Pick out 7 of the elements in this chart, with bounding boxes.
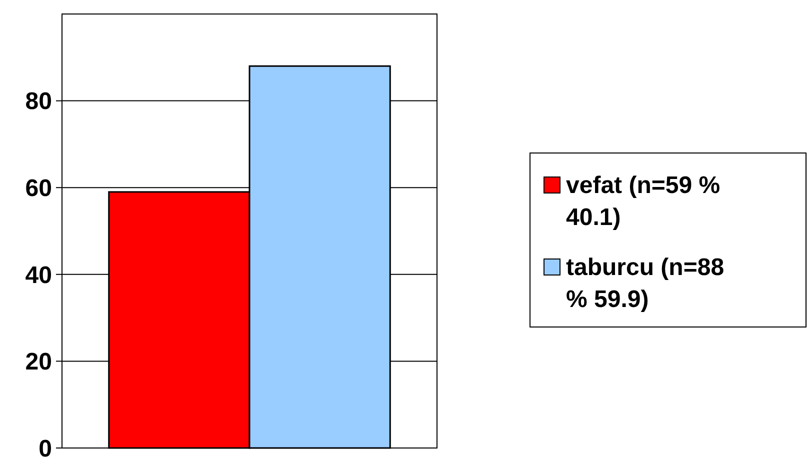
y-tick-label: 60 bbox=[25, 175, 52, 202]
legend-label: taburcu (n=88 % 59.9) bbox=[566, 254, 724, 313]
y-tick-label: 0 bbox=[38, 435, 52, 462]
y-tick-label: 40 bbox=[25, 262, 52, 289]
legend-label: vefat (n=59 % 40.1) bbox=[566, 172, 720, 231]
y-tick-label: 80 bbox=[25, 88, 52, 116]
y-tick-label: 20 bbox=[25, 348, 52, 376]
